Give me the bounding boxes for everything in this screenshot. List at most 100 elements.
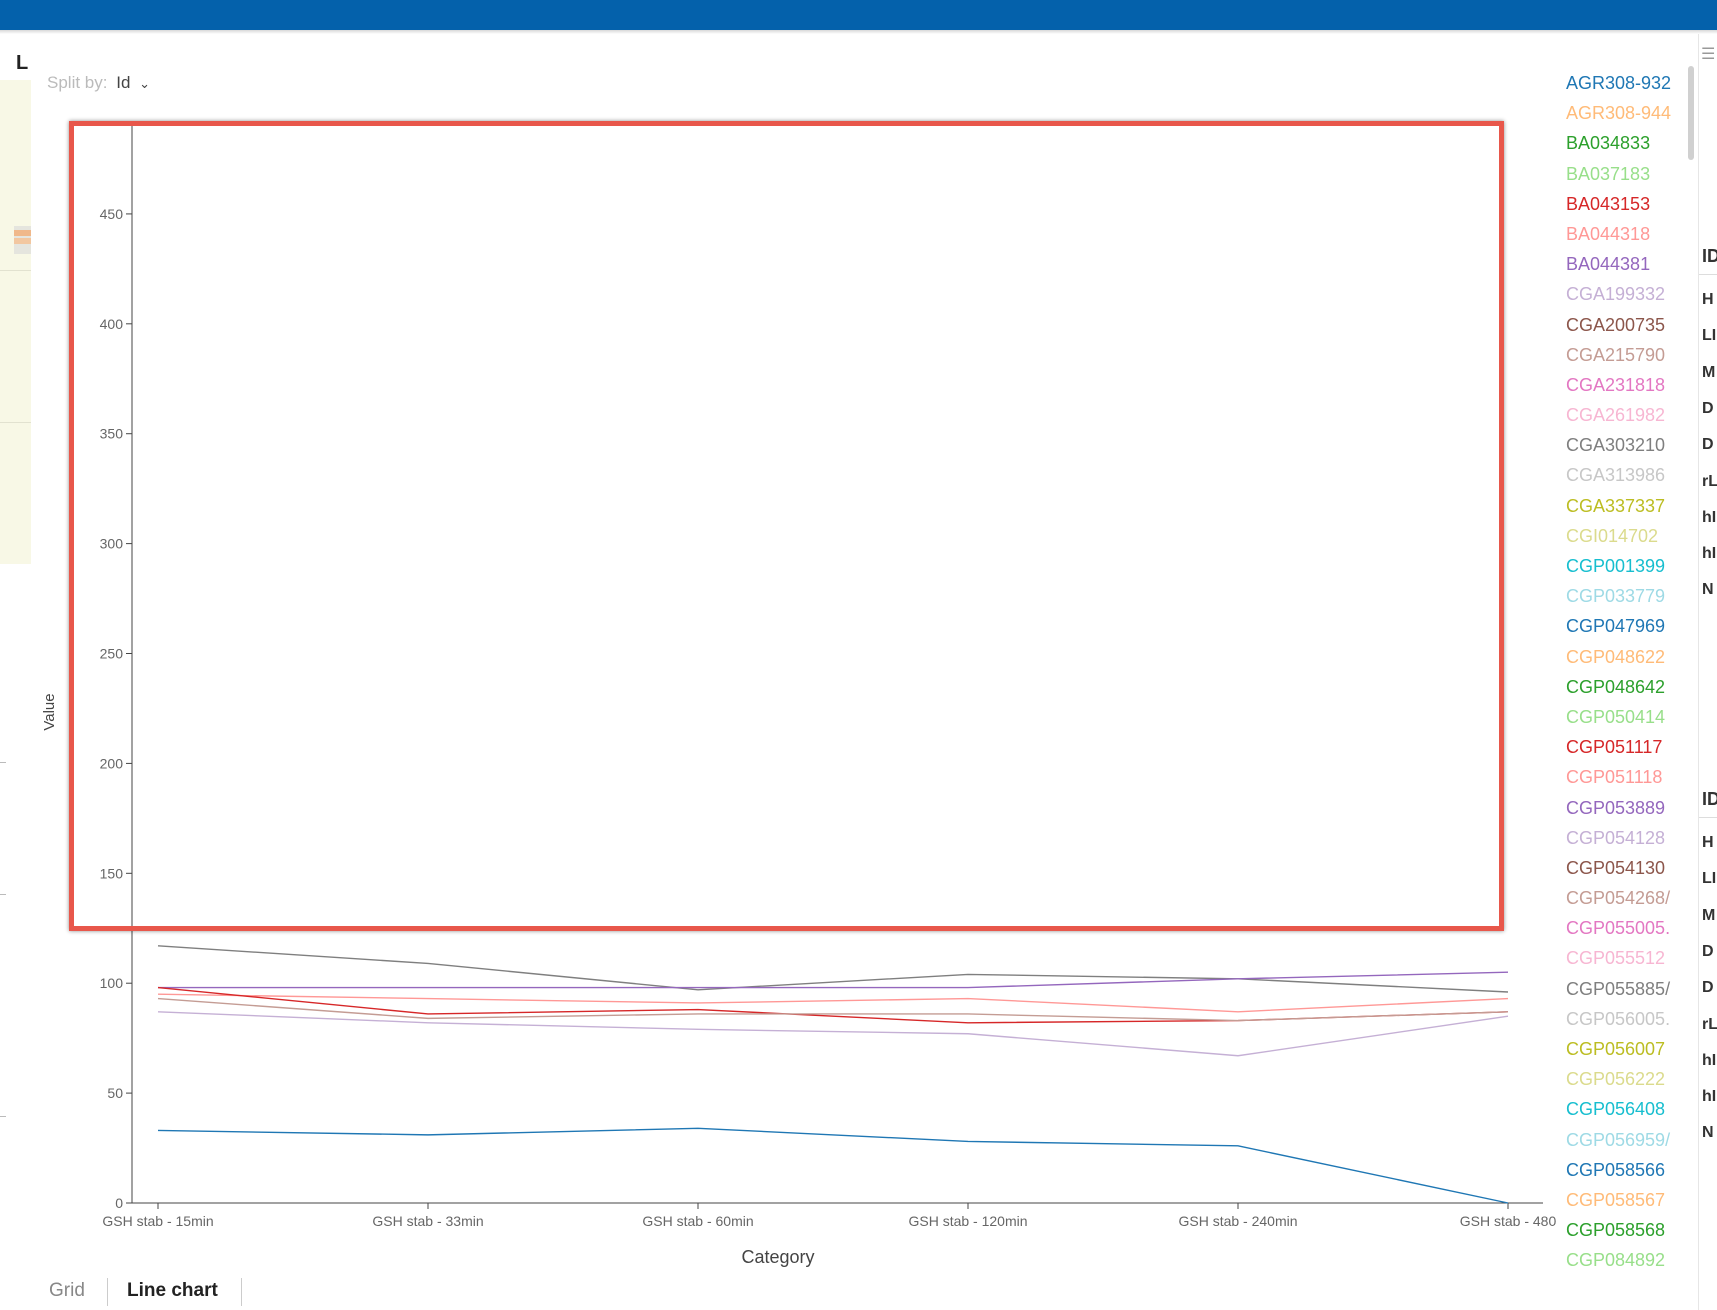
legend-item[interactable]: CGP055005.: [1566, 918, 1671, 939]
right-panel-row-label: H: [1702, 834, 1714, 851]
legend-item[interactable]: BA043153: [1566, 193, 1651, 214]
left-panel-label: L: [16, 52, 29, 74]
legend-item[interactable]: CGA199332: [1566, 284, 1666, 305]
divider: [0, 762, 6, 763]
legend-item[interactable]: CGP058566: [1566, 1159, 1666, 1180]
legend-item[interactable]: CGP056005.: [1566, 1008, 1671, 1029]
legend-item[interactable]: CGA215790: [1566, 344, 1666, 365]
y-tick-label: 200: [100, 755, 124, 771]
view-tabs: Grid Line chart: [31, 1272, 1541, 1310]
y-tick-label: 300: [100, 536, 124, 552]
tab-grid[interactable]: Grid: [49, 1280, 85, 1301]
split-by-value[interactable]: Id: [116, 73, 131, 92]
legend-item[interactable]: CGP055512: [1566, 948, 1666, 969]
legend-item[interactable]: CGP054268/: [1566, 888, 1671, 909]
legend-item[interactable]: CGP056222: [1566, 1069, 1666, 1090]
legend-item[interactable]: CGP054128: [1566, 827, 1666, 848]
legend-item[interactable]: AGR308-932: [1566, 73, 1672, 93]
legend-item[interactable]: CGI014702: [1566, 525, 1659, 546]
legend-item[interactable]: CGA200735: [1566, 314, 1666, 335]
app-header-bar: [0, 0, 1717, 30]
legend-item[interactable]: CGP056408: [1566, 1099, 1666, 1120]
left-panel-bar: [14, 230, 31, 236]
right-panel-row-label: rL: [1702, 1015, 1717, 1033]
right-panel-header: ID: [1702, 789, 1717, 809]
legend-item[interactable]: BA037183: [1566, 163, 1651, 184]
legend-item[interactable]: CGA261982: [1566, 405, 1666, 426]
legend-item[interactable]: CGP055885/: [1566, 978, 1671, 999]
chart-legend: AGR308-932 AGR308-944 BA034833 BA037183 BA04…: [1566, 70, 1684, 1270]
legend-item[interactable]: BA044381: [1566, 254, 1651, 275]
y-tick-label: 100: [100, 975, 124, 991]
legend-item[interactable]: AGR308-944: [1566, 103, 1672, 124]
legend-scrollbar[interactable]: [1688, 66, 1694, 160]
legend-item[interactable]: CGP058568: [1566, 1220, 1666, 1241]
series-line: [157, 997, 1509, 1022]
legend-item[interactable]: CGA313986: [1566, 465, 1666, 486]
legend-item[interactable]: BA044318: [1566, 223, 1651, 244]
legend-item[interactable]: CGP001399: [1566, 556, 1666, 576]
divider: [1699, 817, 1717, 818]
right-panel-row-label: hI: [1702, 508, 1717, 526]
legend-item[interactable]: CGP084892: [1566, 1250, 1666, 1270]
divider: [0, 422, 31, 423]
split-by-control[interactable]: Split by: Id ⌄: [47, 73, 150, 93]
left-panel: L: [0, 34, 32, 1310]
y-tick-label: 450: [100, 206, 124, 222]
right-panel-row-label: H: [1702, 291, 1714, 308]
legend-item[interactable]: CGP056007: [1566, 1039, 1666, 1059]
legend-item[interactable]: CGP051117: [1566, 737, 1663, 758]
legend-item[interactable]: CGA231818: [1566, 374, 1666, 395]
x-axis-title: Category: [741, 1247, 814, 1267]
y-tick-label: 350: [100, 426, 124, 442]
chart-panel: [31, 34, 1541, 1310]
legend-item[interactable]: CGP058567: [1566, 1189, 1666, 1210]
header-shadow: [0, 30, 1717, 34]
legend-item[interactable]: CGP033779: [1566, 586, 1666, 607]
divider: [107, 1278, 108, 1306]
legend-item[interactable]: CGP047969: [1566, 616, 1666, 637]
x-tick-label: GSH stab - 33min: [372, 1213, 483, 1229]
right-panel-row-label: D: [1702, 436, 1714, 454]
legend-item[interactable]: CGA303210: [1566, 435, 1666, 456]
series-line: [157, 986, 1509, 1024]
legend-item[interactable]: CGP056959/: [1566, 1129, 1671, 1150]
tab-line-chart[interactable]: Line chart: [127, 1280, 218, 1301]
divider: [0, 894, 6, 895]
left-panel-bar: [14, 238, 31, 244]
y-tick-label: 250: [100, 646, 124, 662]
right-panel-row-label: M: [1702, 363, 1716, 381]
y-tick-label: 150: [100, 865, 124, 881]
legend-item[interactable]: CGP048622: [1566, 646, 1666, 667]
y-tick-label: 0: [115, 1195, 123, 1211]
x-tick-label: GSH stab - 60min: [642, 1213, 753, 1229]
legend-item[interactable]: CGP050414: [1566, 706, 1666, 727]
legend-item[interactable]: CGA337337: [1566, 495, 1666, 516]
x-tick-label: GSH stab - 15min: [102, 1213, 213, 1229]
chevron-down-icon[interactable]: ⌄: [139, 76, 151, 91]
line-chart: 0 50 100 150 200 250 300 350 400 450 GSH stab - 15…: [41, 126, 1557, 1267]
right-panel-row-label: LI: [1702, 870, 1717, 888]
right-panel-header: ID: [1702, 246, 1717, 266]
series-line: [157, 1011, 1509, 1057]
legend-item[interactable]: BA034833: [1566, 133, 1651, 154]
divider: [0, 270, 31, 271]
x-tick-label: GSH stab - 480: [1460, 1213, 1557, 1229]
y-tick-label: 50: [107, 1085, 123, 1101]
left-panel-highlight-area: [0, 80, 31, 564]
right-panel-row-label: rL: [1702, 472, 1717, 490]
menu-icon[interactable]: ☰: [1701, 46, 1716, 63]
divider: [241, 1278, 242, 1306]
legend-item[interactable]: CGP054130: [1566, 857, 1666, 878]
right-panel-row-label: D: [1702, 399, 1714, 417]
right-panel-row-label: hI: [1702, 1051, 1717, 1069]
legend-item[interactable]: CGP051118: [1566, 767, 1663, 788]
split-by-label: Split by:: [47, 73, 108, 92]
right-panel-row-label: hI: [1702, 1088, 1717, 1106]
right-panel-row-label: D: [1702, 979, 1714, 997]
legend-item[interactable]: CGP053889: [1566, 797, 1666, 818]
x-tick-label: GSH stab - 240min: [1178, 1213, 1297, 1229]
legend-item[interactable]: CGP048642: [1566, 676, 1666, 697]
divider: [1699, 274, 1717, 275]
